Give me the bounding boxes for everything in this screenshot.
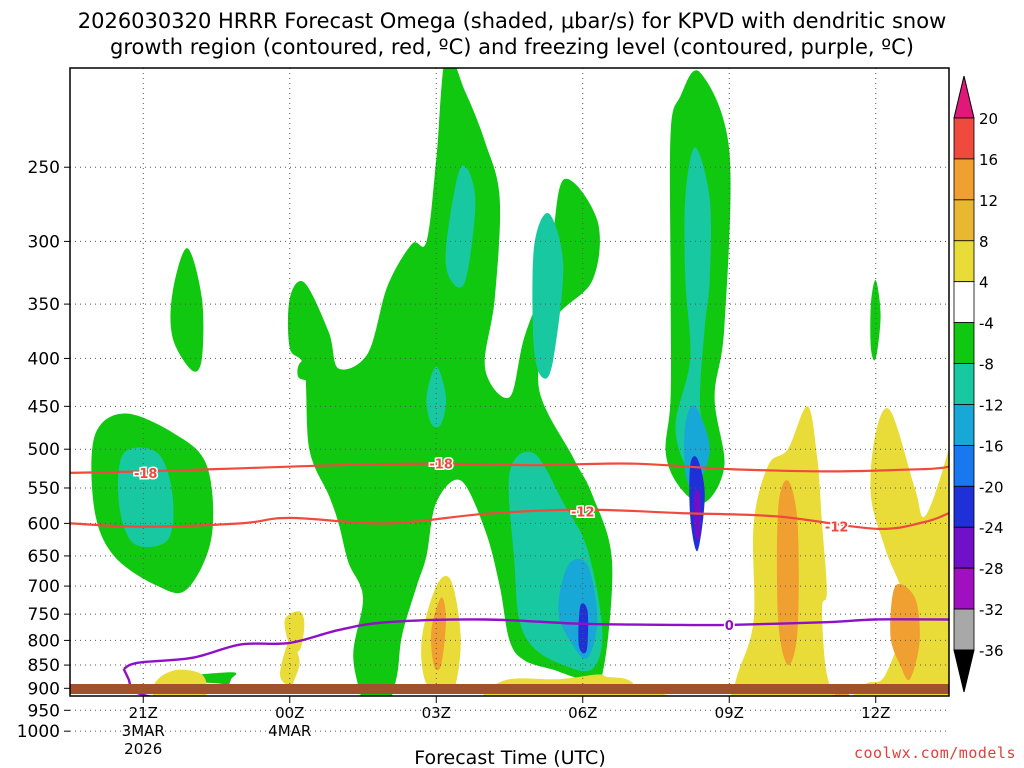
colorbar-band bbox=[953, 363, 975, 405]
y-tick-label: 800 bbox=[28, 631, 60, 651]
x-tick-date: 3MAR bbox=[122, 722, 165, 740]
isotherm-minus18-line bbox=[70, 462, 949, 474]
isotherm-minus12-line bbox=[70, 508, 949, 530]
colorbar-label: -28 bbox=[979, 560, 1004, 578]
colorbar-band bbox=[953, 281, 975, 324]
x-tick-label: 12Z bbox=[861, 704, 890, 722]
colorbar-band bbox=[953, 240, 975, 283]
omega-region-6 bbox=[532, 212, 564, 379]
colorbar-label: -24 bbox=[979, 519, 1004, 537]
plot-frame bbox=[69, 67, 950, 697]
colorbar-band bbox=[953, 608, 975, 651]
temperature-contours: -18 -18 -12 -12 0 0 bbox=[70, 456, 949, 728]
omega-region-19 bbox=[946, 702, 949, 722]
credit-link[interactable]: coolwx.com/models bbox=[853, 744, 1016, 762]
colorbar-label: -32 bbox=[979, 601, 1004, 619]
omega-region-9 bbox=[578, 603, 589, 654]
colorbar-label: -20 bbox=[979, 478, 1004, 496]
x-tick-label: 09Z bbox=[715, 704, 744, 722]
x-axis-label: Forecast Time (UTC) bbox=[414, 747, 605, 768]
x-tick-label: 21Z bbox=[129, 704, 158, 722]
omega-region-16 bbox=[870, 280, 881, 361]
omega-region-5 bbox=[426, 366, 447, 428]
y-tick-label: 550 bbox=[28, 479, 60, 499]
colorbar-legend: 20 16 12 8 4 -4 -8 -12 -16 -20 -24 -28 -32 -36 bbox=[953, 75, 1004, 693]
omega-region-10 bbox=[297, 355, 329, 381]
colorbar-band bbox=[953, 444, 975, 487]
freezing-level-line bbox=[123, 618, 949, 670]
colorbar-band bbox=[953, 404, 975, 446]
omega-region-4 bbox=[445, 165, 476, 288]
contour-label: 0 bbox=[725, 619, 734, 634]
y-axis: 250 300 350 400 450 500 550 600 650 700 750 800 850 9… bbox=[17, 158, 70, 742]
y-tick-label: 650 bbox=[28, 547, 60, 567]
y-tick-label: 900 bbox=[28, 679, 60, 699]
colorbar-label: 8 bbox=[979, 233, 989, 251]
y-tick-label: 350 bbox=[28, 295, 60, 315]
y-tick-label: 250 bbox=[28, 158, 60, 178]
omega-shading bbox=[91, 68, 949, 722]
colorbar-band bbox=[953, 117, 975, 160]
colorbar-band bbox=[953, 567, 975, 610]
contour-label: -18 bbox=[134, 467, 158, 482]
y-tick-label: 450 bbox=[28, 397, 60, 417]
contour-label: 0 bbox=[334, 713, 343, 728]
colorbar-top-arrow bbox=[953, 75, 975, 119]
x-tick-date: 4MAR bbox=[268, 722, 311, 740]
omega-positive-region-3 bbox=[430, 597, 446, 671]
colorbar-label: -4 bbox=[979, 315, 994, 333]
colorbar-label: 16 bbox=[979, 151, 998, 169]
y-tick-label: 300 bbox=[28, 232, 60, 252]
omega-positive-region-5 bbox=[776, 480, 799, 666]
colorbar-label: 20 bbox=[979, 110, 998, 128]
x-tick-label: 00Z bbox=[275, 704, 304, 722]
ground-strip bbox=[70, 684, 949, 694]
y-tick-label: 500 bbox=[28, 440, 60, 460]
title-line-2: growth region (contoured, red, ºC) and f… bbox=[110, 35, 914, 59]
contour-label: -12 bbox=[571, 506, 595, 521]
y-tick-label: 750 bbox=[28, 605, 60, 625]
colorbar-label: 12 bbox=[979, 192, 998, 210]
x-tick-label: 03Z bbox=[422, 704, 451, 722]
omega-region-12 bbox=[675, 147, 712, 474]
colorbar-label: -8 bbox=[979, 356, 994, 374]
colorbar-label: -12 bbox=[979, 396, 1004, 414]
x-tick-label: 06Z bbox=[568, 704, 597, 722]
colorbar-band bbox=[953, 485, 975, 528]
omega-region-2 bbox=[170, 248, 204, 372]
y-tick-label: 950 bbox=[28, 701, 60, 721]
y-tick-label: 400 bbox=[28, 349, 60, 369]
y-tick-label: 850 bbox=[28, 656, 60, 676]
y-tick-label: 700 bbox=[28, 577, 60, 597]
chart-title: 2026030320 HRRR Forecast Omega (shaded, … bbox=[0, 8, 1024, 60]
y-tick-label: 1000 bbox=[17, 722, 60, 742]
colorbar-label: -16 bbox=[979, 437, 1004, 455]
omega-positive-region-8 bbox=[890, 583, 920, 681]
contour-label: -18 bbox=[429, 458, 453, 473]
colorbar-label: -36 bbox=[979, 642, 1004, 660]
omega-region-15 bbox=[693, 489, 701, 541]
title-line-1: 2026030320 HRRR Forecast Omega (shaded, … bbox=[77, 9, 947, 33]
colorbar-band bbox=[953, 199, 975, 242]
x-tick-year: 2026 bbox=[124, 740, 162, 758]
colorbar-band bbox=[953, 322, 975, 364]
colorbar-label: 4 bbox=[979, 274, 989, 292]
colorbar-bottom-arrow bbox=[953, 649, 975, 693]
y-tick-label: 600 bbox=[28, 514, 60, 534]
colorbar-band bbox=[953, 158, 975, 201]
colorbar-band bbox=[953, 526, 975, 569]
contour-label: -12 bbox=[825, 521, 849, 536]
